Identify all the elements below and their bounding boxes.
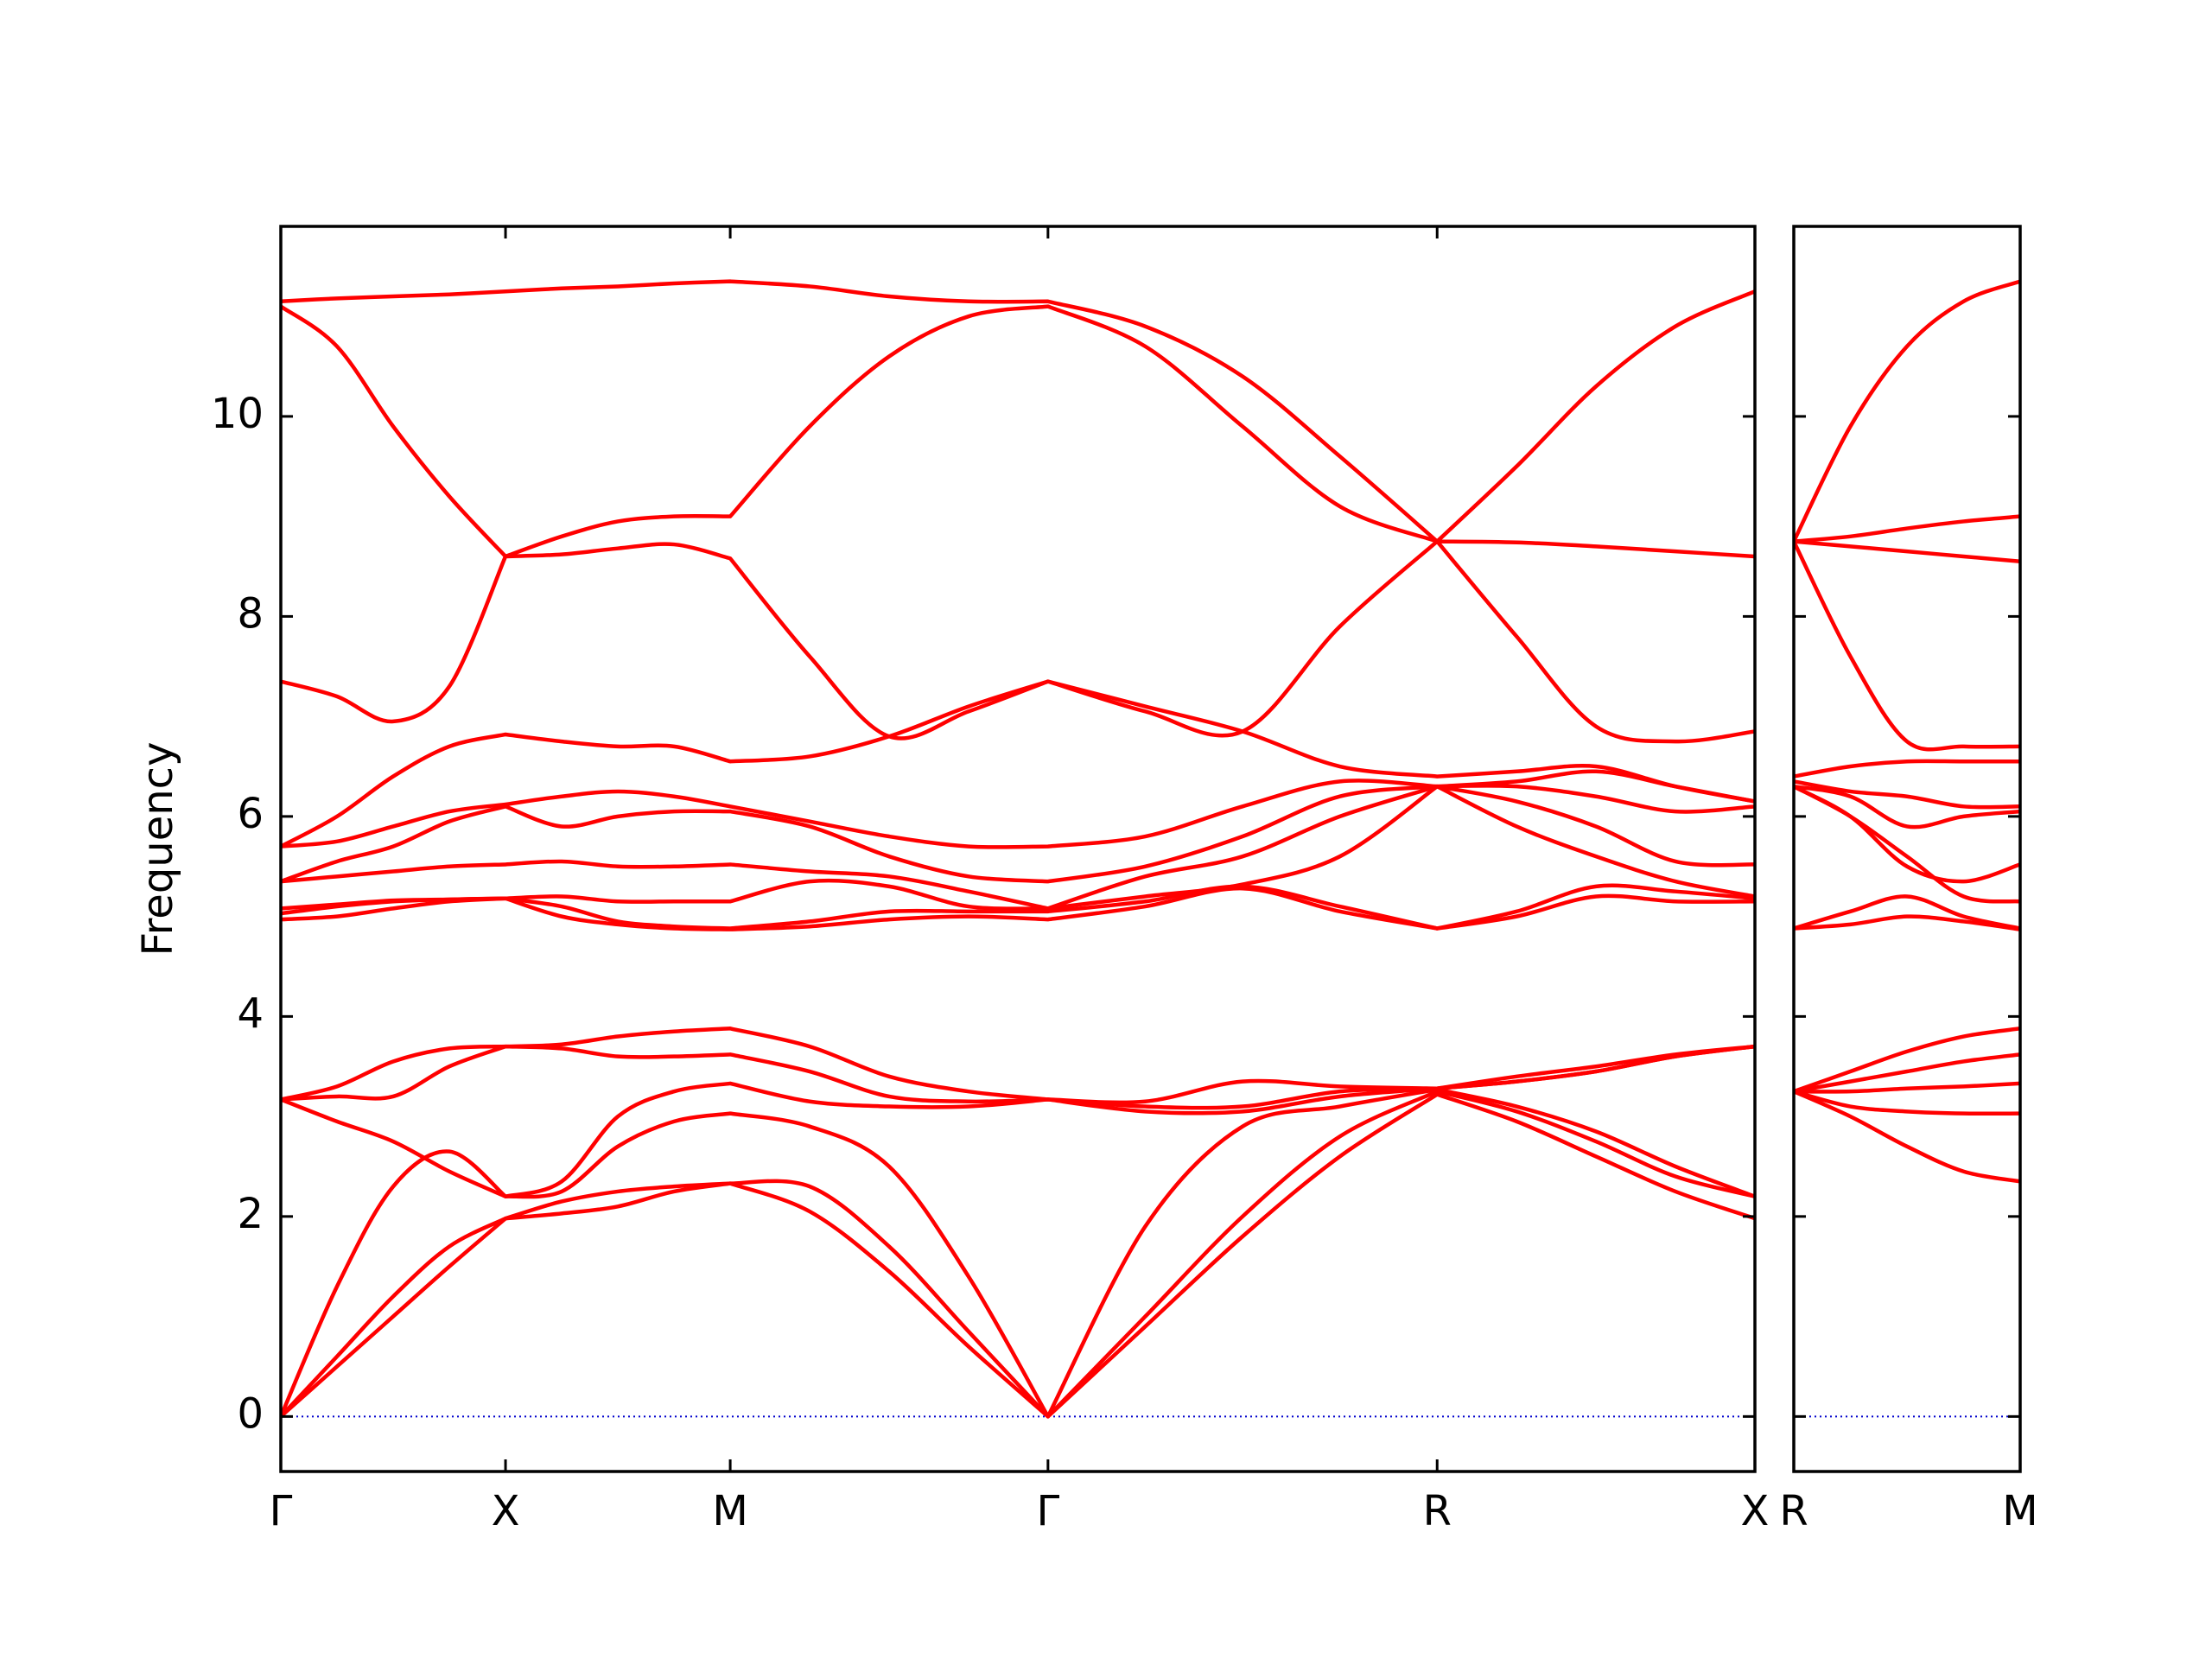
band-line [281, 1092, 1755, 1419]
band-line [1794, 514, 2020, 543]
band-line [281, 1044, 1755, 1198]
x-tick-label: M [2002, 1487, 2037, 1535]
band-line [1794, 894, 2020, 931]
y-tick-label: 2 [237, 1190, 264, 1238]
y-tick-label: 10 [211, 390, 264, 438]
x-tick-label: R [1779, 1487, 1808, 1535]
band-line [281, 539, 1755, 744]
x-tick-label: Γ [1036, 1487, 1059, 1535]
band-line [1794, 1090, 2020, 1184]
x-tick-label: M [712, 1487, 747, 1535]
band-line [1794, 1090, 2020, 1116]
band-line [281, 784, 1755, 911]
plot-area [281, 279, 1755, 1419]
band-line [281, 784, 1755, 884]
plot-area [1794, 279, 2020, 1418]
band-line [1794, 914, 2020, 931]
band-line [281, 679, 1755, 849]
x-tick-label: X [492, 1487, 520, 1535]
x-tick-label: R [1423, 1487, 1452, 1535]
x-tick-label: Γ [270, 1487, 293, 1535]
band-line [281, 784, 1755, 911]
y-tick-label: 4 [237, 989, 264, 1038]
axes-frame [1792, 225, 2022, 1473]
band-line [281, 1089, 1755, 1419]
band-line [1794, 539, 2020, 563]
band-line [281, 279, 1755, 543]
band-line [1794, 279, 2020, 543]
y-tick-label: 0 [237, 1389, 264, 1438]
band-line [1794, 759, 2020, 779]
y-axis-label: Frequency [134, 742, 182, 957]
band-line [1794, 785, 2020, 884]
y-tick-label: 8 [237, 589, 264, 638]
band-line [281, 304, 1755, 559]
band-line [1794, 779, 2020, 810]
band-line [281, 1087, 1755, 1419]
band-line [1794, 1052, 2020, 1094]
band-line [1794, 540, 2020, 752]
band-line [281, 1044, 1755, 1110]
band-line [1794, 1027, 2020, 1094]
band-line [281, 769, 1755, 849]
band-line [1794, 784, 2020, 830]
band-line [1794, 1081, 2020, 1094]
y-tick-label: 6 [237, 790, 264, 838]
axes-frame [279, 225, 1757, 1473]
band-line [281, 1027, 1755, 1105]
x-tick-label: X [1741, 1487, 1770, 1535]
